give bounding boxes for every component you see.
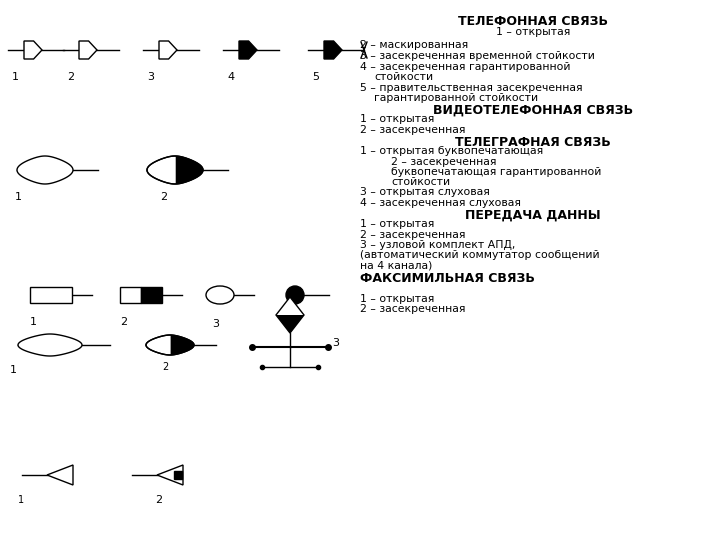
Text: ПЕРЕДАЧА ДАННЫ: ПЕРЕДАЧА ДАННЫ — [465, 208, 600, 221]
Polygon shape — [159, 41, 177, 59]
Text: 3 – узловой комплект АПД,: 3 – узловой комплект АПД, — [360, 240, 516, 250]
Text: 2 – засекреченная: 2 – засекреченная — [391, 157, 497, 167]
Text: 4: 4 — [290, 316, 297, 326]
Polygon shape — [24, 41, 42, 59]
Text: ТЕЛЕГРАФНАЯ СВЯЗЬ: ТЕЛЕГРАФНАЯ СВЯЗЬ — [455, 136, 611, 148]
Polygon shape — [79, 41, 97, 59]
Text: 1 – открытая буквопечатающая: 1 – открытая буквопечатающая — [360, 146, 544, 157]
Circle shape — [286, 286, 304, 304]
Text: 2 – засекреченная: 2 – засекреченная — [360, 304, 466, 314]
Polygon shape — [276, 315, 304, 333]
Text: 2: 2 — [67, 72, 74, 82]
Text: ВИДЕОТЕЛЕФОННАЯ СВЯЗЬ: ВИДЕОТЕЛЕФОННАЯ СВЯЗЬ — [433, 104, 633, 117]
Bar — [174, 471, 182, 479]
Text: 1 – открытая: 1 – открытая — [360, 219, 434, 230]
Text: 2: 2 — [155, 495, 162, 505]
Polygon shape — [239, 41, 257, 59]
Polygon shape — [147, 156, 203, 184]
Text: стойкости: стойкости — [374, 72, 433, 83]
Text: 4: 4 — [227, 72, 234, 82]
Polygon shape — [146, 335, 194, 355]
Text: 3: 3 — [332, 338, 339, 348]
Text: 3: 3 — [147, 72, 154, 82]
Text: 1: 1 — [10, 365, 17, 375]
Text: 2: 2 — [162, 362, 168, 372]
Text: (автоматический коммутатор сообщений: (автоматический коммутатор сообщений — [360, 250, 600, 260]
Text: ФАКСИМИЛЬНАЯ СВЯЗЬ: ФАКСИМИЛЬНАЯ СВЯЗЬ — [360, 272, 535, 285]
Text: 4 – засекреченная гарантированной: 4 – засекреченная гарантированной — [360, 62, 570, 72]
Polygon shape — [176, 156, 203, 184]
Text: 2 – засекреченная: 2 – засекреченная — [360, 125, 466, 135]
Polygon shape — [18, 334, 82, 356]
Text: 1: 1 — [18, 495, 24, 505]
Text: 5 – правительственная засекреченная: 5 – правительственная засекреченная — [360, 83, 582, 93]
Text: 1: 1 — [12, 72, 19, 82]
Text: 1: 1 — [30, 317, 37, 327]
Text: 1: 1 — [15, 192, 22, 202]
Text: 2 – маскированная: 2 – маскированная — [360, 40, 468, 51]
Text: ТЕЛЕФОННАЯ СВЯЗЬ: ТЕЛЕФОННАЯ СВЯЗЬ — [458, 15, 608, 28]
Bar — [141, 287, 162, 303]
Text: 4 – засекреченная слуховая: 4 – засекреченная слуховая — [360, 198, 521, 208]
Text: 1 – открытая: 1 – открытая — [495, 27, 570, 37]
Polygon shape — [157, 465, 183, 485]
Polygon shape — [276, 297, 304, 315]
Bar — [30, 287, 72, 303]
Text: 5: 5 — [312, 72, 319, 82]
Text: гарантированной стойкости: гарантированной стойкости — [374, 93, 539, 103]
Text: 1 – открытая: 1 – открытая — [360, 294, 434, 304]
Text: 2: 2 — [160, 192, 167, 202]
Polygon shape — [17, 156, 73, 184]
Text: 3 – засекреченная временной стойкости: 3 – засекреченная временной стойкости — [360, 51, 595, 62]
Bar — [120, 287, 141, 303]
Text: буквопечатающая гарантированной: буквопечатающая гарантированной — [391, 167, 601, 177]
Text: 3: 3 — [212, 319, 219, 329]
Text: на 4 канала): на 4 канала) — [360, 260, 433, 271]
Text: 2: 2 — [120, 317, 127, 327]
Text: 2 – засекреченная: 2 – засекреченная — [360, 230, 466, 240]
Polygon shape — [171, 335, 194, 355]
Text: 1 – открытая: 1 – открытая — [360, 114, 434, 125]
Ellipse shape — [206, 286, 234, 304]
Text: стойкости: стойкости — [391, 177, 450, 187]
Text: 3 – открытая слуховая: 3 – открытая слуховая — [360, 187, 490, 198]
Polygon shape — [324, 41, 342, 59]
Polygon shape — [47, 465, 73, 485]
